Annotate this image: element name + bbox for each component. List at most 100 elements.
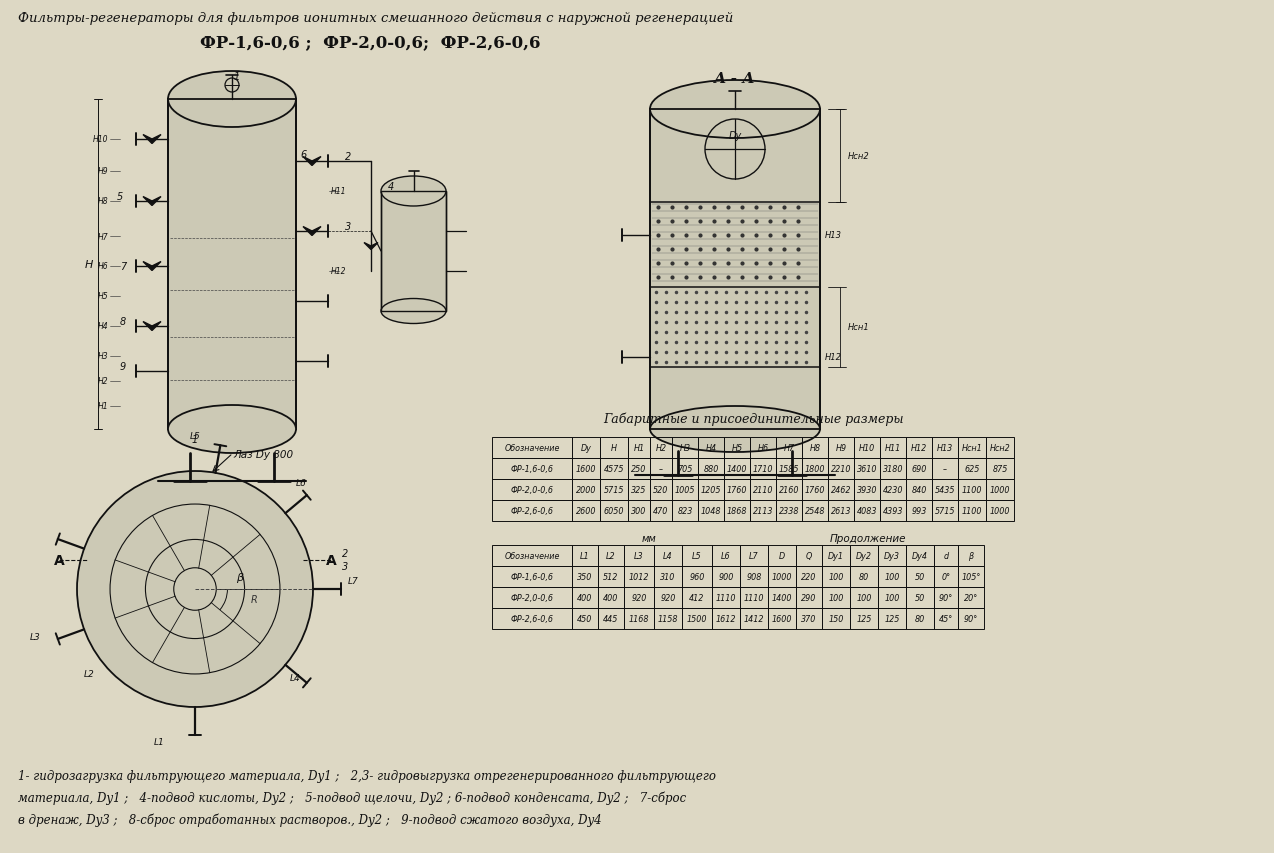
Text: мм: мм	[641, 533, 656, 543]
Text: 20°: 20°	[964, 594, 978, 602]
Bar	[671, 479, 698, 501]
Text: 6: 6	[301, 150, 307, 160]
Bar	[878, 566, 906, 588]
Text: 150: 150	[828, 614, 843, 624]
Bar	[958, 545, 984, 566]
Bar	[572, 501, 600, 521]
Bar	[796, 545, 822, 566]
Text: H11: H11	[331, 188, 347, 196]
Polygon shape	[143, 322, 161, 331]
Text: 100: 100	[828, 594, 843, 602]
Text: D: D	[778, 551, 785, 560]
Bar	[958, 588, 984, 608]
Text: 1000: 1000	[990, 507, 1010, 515]
Bar	[628, 479, 650, 501]
Text: 3: 3	[345, 222, 352, 232]
Bar	[854, 438, 880, 458]
Text: 1158: 1158	[657, 614, 678, 624]
Bar	[650, 110, 820, 430]
Bar	[572, 479, 600, 501]
Polygon shape	[143, 262, 161, 271]
Text: H10: H10	[93, 136, 108, 144]
Bar	[572, 458, 600, 479]
Bar	[828, 458, 854, 479]
Text: 2: 2	[345, 152, 352, 162]
Bar	[381, 192, 446, 311]
Text: 1600: 1600	[576, 464, 596, 473]
Text: 1048: 1048	[701, 507, 721, 515]
Bar	[776, 438, 803, 458]
Text: ФР-1,6-0,6 ;  ФР-2,0-0,6;  ФР-2,6-0,6: ФР-1,6-0,6 ; ФР-2,0-0,6; ФР-2,6-0,6	[200, 34, 540, 51]
Text: 1- гидрозагрузка фильтрующего материала, Dy1 ;   2,3- гидровыгрузка отрегенериро: 1- гидрозагрузка фильтрующего материала,…	[18, 769, 716, 782]
Ellipse shape	[168, 72, 296, 128]
Bar	[682, 608, 712, 630]
Bar	[958, 608, 984, 630]
Text: 2110: 2110	[753, 485, 773, 495]
Bar	[600, 458, 628, 479]
Text: H11: H11	[885, 444, 901, 452]
Bar	[854, 458, 880, 479]
Bar	[803, 501, 828, 521]
Bar	[712, 545, 740, 566]
Text: 125: 125	[884, 614, 899, 624]
Bar	[986, 479, 1014, 501]
Text: 300: 300	[632, 507, 647, 515]
Text: 705: 705	[678, 464, 693, 473]
Bar	[654, 566, 682, 588]
Text: H8: H8	[809, 444, 820, 452]
Text: 1005: 1005	[675, 485, 696, 495]
Bar	[828, 438, 854, 458]
Text: 1585: 1585	[778, 464, 799, 473]
Text: Продолжение: Продолжение	[829, 533, 906, 543]
Polygon shape	[143, 136, 161, 144]
Text: 9: 9	[120, 362, 126, 372]
Text: d: d	[944, 551, 949, 560]
Bar	[933, 479, 958, 501]
Bar	[933, 438, 958, 458]
Text: β: β	[968, 551, 973, 560]
Text: 220: 220	[801, 572, 817, 581]
Text: Обозначение: Обозначение	[505, 444, 559, 452]
Text: H12: H12	[826, 353, 842, 362]
Text: 1412: 1412	[744, 614, 764, 624]
Text: 823: 823	[678, 507, 693, 515]
Bar	[624, 566, 654, 588]
Bar	[698, 438, 724, 458]
Text: L5: L5	[692, 551, 702, 560]
Text: 100: 100	[856, 594, 871, 602]
Text: 960: 960	[689, 572, 705, 581]
Text: 370: 370	[801, 614, 817, 624]
Text: L4: L4	[664, 551, 673, 560]
Text: A: A	[326, 554, 336, 568]
Bar	[492, 501, 572, 521]
Text: 445: 445	[604, 614, 619, 624]
Text: 90°: 90°	[939, 594, 953, 602]
Text: 1110: 1110	[716, 594, 736, 602]
Bar	[492, 588, 572, 608]
Bar	[934, 608, 958, 630]
Bar	[698, 479, 724, 501]
Bar	[600, 501, 628, 521]
Circle shape	[76, 472, 313, 707]
Bar	[850, 608, 878, 630]
Text: 7: 7	[120, 262, 126, 272]
Text: 5715: 5715	[935, 507, 956, 515]
Text: Dy3: Dy3	[884, 551, 899, 560]
Text: H3: H3	[679, 444, 691, 452]
Text: L5: L5	[190, 432, 200, 441]
Bar	[776, 501, 803, 521]
Bar	[933, 501, 958, 521]
Text: L3: L3	[29, 632, 41, 641]
Text: 1000: 1000	[772, 572, 792, 581]
Bar	[712, 566, 740, 588]
Ellipse shape	[381, 299, 446, 324]
Text: 1500: 1500	[687, 614, 707, 624]
Text: –: –	[943, 464, 947, 473]
Text: 625: 625	[964, 464, 980, 473]
Text: 100: 100	[884, 594, 899, 602]
Text: L2: L2	[83, 670, 94, 679]
Text: H12: H12	[331, 267, 347, 276]
Text: 1800: 1800	[805, 464, 826, 473]
Text: 4230: 4230	[883, 485, 903, 495]
Text: 1168: 1168	[629, 614, 650, 624]
